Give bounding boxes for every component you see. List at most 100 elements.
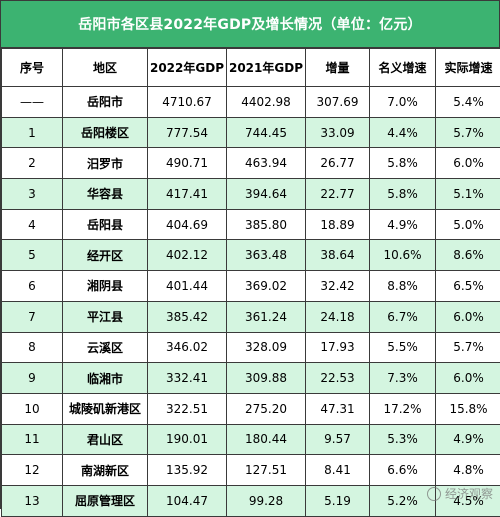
cell-gdp-2021: 361.24 [227,301,306,332]
cell-index: 6 [2,271,63,302]
cell-real-growth: 6.0% [436,148,500,179]
cell-real-growth: 6.0% [436,363,500,394]
cell-gdp-2021: 309.88 [227,363,306,394]
cell-nominal-growth: 7.3% [370,363,436,394]
cell-gdp-2022: 4710.67 [148,87,227,118]
header-cell-region: 地区 [63,49,148,87]
cell-real-growth: 5.4% [436,87,500,118]
cell-region: 屈原管理区 [63,485,148,516]
cell-nominal-growth: 6.7% [370,301,436,332]
cell-real-growth: 8.6% [436,240,500,271]
cell-region: 城陵矶新港区 [63,393,148,424]
cell-index: —— [2,87,63,118]
cell-gdp-2022: 777.54 [148,117,227,148]
cell-gdp-2021: 99.28 [227,485,306,516]
cell-increment: 307.69 [306,87,370,118]
cell-gdp-2022: 402.12 [148,240,227,271]
cell-gdp-2022: 490.71 [148,148,227,179]
cell-nominal-growth: 5.8% [370,179,436,210]
cell-region: 华容县 [63,179,148,210]
gdp-table: 序号 地区 2022年GDP 2021年GDP 增量 名义增速 实际增速 ——岳… [1,48,500,517]
header-cell-increment: 增量 [306,49,370,87]
cell-increment: 9.57 [306,424,370,455]
cell-region: 平江县 [63,301,148,332]
cell-gdp-2021: 328.09 [227,332,306,363]
cell-increment: 8.41 [306,455,370,486]
cell-nominal-growth: 5.8% [370,148,436,179]
cell-region: 君山区 [63,424,148,455]
cell-real-growth: 6.5% [436,271,500,302]
header-cell-gdp-2021: 2021年GDP [227,49,306,87]
cell-index: 10 [2,393,63,424]
cell-nominal-growth: 5.3% [370,424,436,455]
cell-real-growth: 5.7% [436,332,500,363]
cell-increment: 17.93 [306,332,370,363]
cell-gdp-2022: 104.47 [148,485,227,516]
cell-real-growth: 5.0% [436,209,500,240]
cell-index: 12 [2,455,63,486]
cell-increment: 32.42 [306,271,370,302]
cell-gdp-2022: 401.44 [148,271,227,302]
cell-gdp-2021: 385.80 [227,209,306,240]
cell-gdp-2021: 369.02 [227,271,306,302]
cell-real-growth: 5.1% [436,179,500,210]
cell-increment: 5.19 [306,485,370,516]
cell-index: 8 [2,332,63,363]
header-cell-real-growth: 实际增速 [436,49,500,87]
cell-increment: 33.09 [306,117,370,148]
cell-real-growth: 4.5% [436,485,500,516]
cell-real-growth: 15.8% [436,393,500,424]
cell-increment: 22.53 [306,363,370,394]
cell-real-growth: 4.8% [436,455,500,486]
cell-increment: 24.18 [306,301,370,332]
cell-nominal-growth: 17.2% [370,393,436,424]
cell-nominal-growth: 4.9% [370,209,436,240]
cell-index: 11 [2,424,63,455]
cell-gdp-2022: 322.51 [148,393,227,424]
cell-real-growth: 4.9% [436,424,500,455]
cell-gdp-2021: 275.20 [227,393,306,424]
table-title: 岳阳市各区县2022年GDP及增长情况（单位：亿元） [1,1,499,48]
cell-gdp-2022: 332.41 [148,363,227,394]
cell-gdp-2022: 404.69 [148,209,227,240]
cell-real-growth: 5.7% [436,117,500,148]
cell-index: 7 [2,301,63,332]
cell-nominal-growth: 6.6% [370,455,436,486]
cell-region: 云溪区 [63,332,148,363]
cell-gdp-2022: 417.41 [148,179,227,210]
cell-region: 汨罗市 [63,148,148,179]
cell-gdp-2021: 394.64 [227,179,306,210]
cell-nominal-growth: 10.6% [370,240,436,271]
cell-region: 岳阳楼区 [63,117,148,148]
cell-region: 经开区 [63,240,148,271]
cell-region: 湘阴县 [63,271,148,302]
cell-region: 岳阳市 [63,87,148,118]
cell-index: 3 [2,179,63,210]
header-cell-index: 序号 [2,49,63,87]
table-header: 序号 地区 2022年GDP 2021年GDP 增量 名义增速 实际增速 [2,49,500,87]
header-cell-gdp-2022: 2022年GDP [148,49,227,87]
cell-nominal-growth: 5.2% [370,485,436,516]
cell-gdp-2022: 190.01 [148,424,227,455]
header-row: 序号 地区 2022年GDP 2021年GDP 增量 名义增速 实际增速 [2,49,500,87]
cell-gdp-2021: 180.44 [227,424,306,455]
cell-nominal-growth: 8.8% [370,271,436,302]
cell-real-growth: 6.0% [436,301,500,332]
cell-increment: 22.77 [306,179,370,210]
cell-gdp-2021: 127.51 [227,455,306,486]
cell-gdp-2022: 346.02 [148,332,227,363]
cell-index: 5 [2,240,63,271]
